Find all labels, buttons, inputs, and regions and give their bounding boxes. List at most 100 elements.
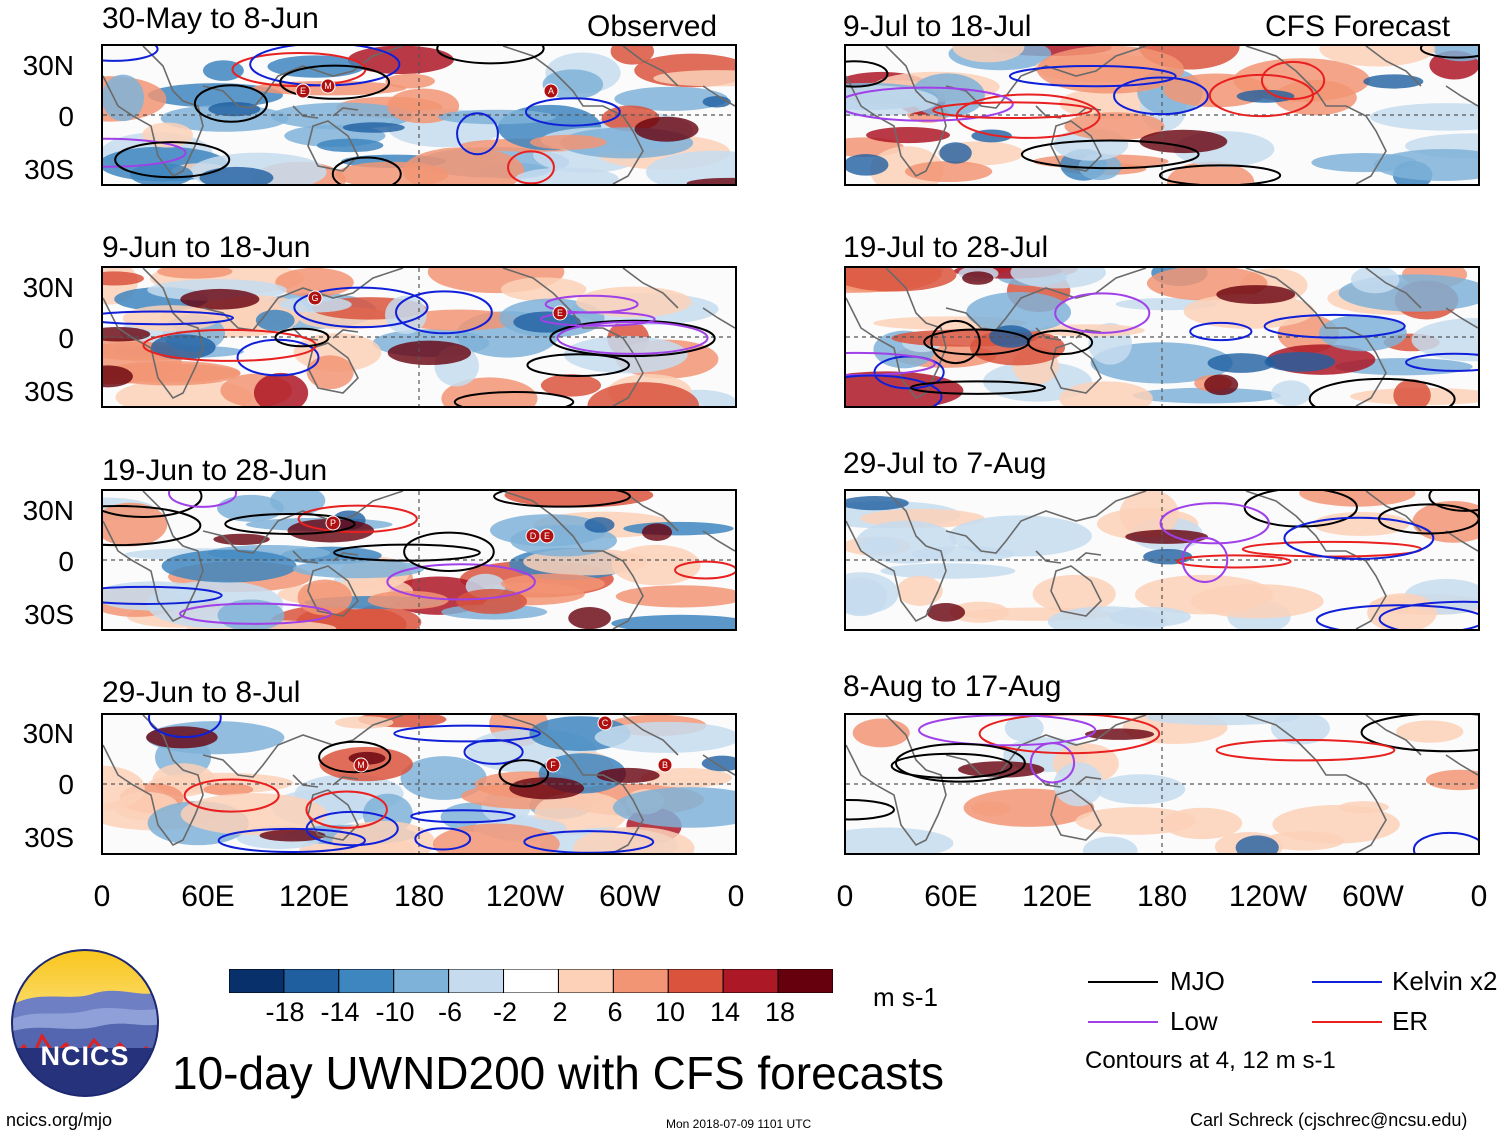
legend-label-mjo: MJO [1170, 966, 1225, 996]
coastline [202, 46, 404, 109]
anomaly-region [615, 585, 735, 608]
anomaly-region [203, 783, 254, 796]
anomaly-region [573, 826, 695, 853]
anomaly-region [846, 268, 957, 292]
wave-contour [436, 46, 545, 65]
coastline [502, 268, 644, 406]
map-canvas: P D E [103, 491, 735, 629]
tropical-cyclone-icon: D [525, 528, 541, 544]
wave-contour [526, 353, 630, 378]
wave-contour [147, 715, 222, 739]
wave-contour [918, 715, 1097, 747]
colorbar-swatch [338, 968, 395, 994]
lat-label: 0 [58, 546, 74, 577]
anomaly-core [1143, 548, 1193, 565]
colorbar-swatch [777, 968, 834, 994]
anomaly-region [1425, 769, 1478, 791]
anomaly-core [1207, 353, 1275, 373]
wave-contour [331, 156, 402, 184]
legend-label-low: Low [1170, 1006, 1218, 1036]
figure-title: 10-day UWND200 with CFS forecasts [172, 1047, 945, 1099]
anomaly-region [846, 827, 954, 853]
anomaly-core [926, 603, 966, 622]
anomaly-region [367, 590, 449, 610]
anomaly-core [509, 777, 585, 800]
anomaly-core [962, 271, 994, 285]
anomaly-region [852, 718, 910, 748]
coastline [1365, 268, 1422, 309]
lon-label: 120W [485, 880, 565, 913]
colorbar-swatch [612, 968, 669, 994]
source-url[interactable]: ncics.org/mjo [6, 1110, 113, 1130]
lon-label: 60E [924, 880, 978, 913]
coastline [1445, 85, 1478, 107]
wave-contour [395, 290, 493, 335]
lon-label: 120E [278, 880, 350, 913]
wave-contour [1412, 831, 1478, 853]
wave-contour [103, 46, 159, 62]
coastline [292, 550, 359, 564]
anomaly-region [316, 138, 384, 153]
anomaly-core [1139, 129, 1228, 154]
coastline [622, 491, 679, 532]
panel-title: 29-Jul to 7-Aug [843, 447, 1047, 480]
wave-contour [453, 391, 575, 406]
wave-contour [114, 141, 231, 179]
colorbar-swatches [228, 968, 834, 994]
lat-label: 30N [22, 272, 74, 303]
anomaly-region [1119, 491, 1179, 538]
wave-contour [1428, 491, 1478, 512]
anomaly-region [1271, 380, 1311, 406]
wave-contour [414, 827, 472, 851]
wave-contour [1263, 313, 1406, 339]
anomaly-region [148, 772, 294, 794]
anomaly-region [610, 46, 655, 65]
anomaly-region [347, 46, 454, 75]
anomaly-region [1393, 379, 1431, 406]
coastline [1245, 268, 1387, 406]
legend-swatch-low [1088, 1021, 1158, 1023]
wave-contour [1283, 516, 1435, 560]
anomaly-region [866, 126, 951, 144]
anomaly-region [1082, 836, 1138, 853]
colorbar-label: 6 [607, 997, 623, 1027]
map-panel [844, 266, 1480, 408]
panel-title: 30-May to 8-Jun [102, 2, 319, 35]
colorbar-label: -6 [437, 997, 462, 1027]
wave-contour [1215, 739, 1396, 762]
colorbar-label: -14 [320, 997, 360, 1027]
coastline [1035, 327, 1102, 341]
wave-contour [1020, 139, 1200, 170]
tropical-cyclone-icon: B [657, 757, 673, 773]
anomaly-region [612, 787, 735, 828]
wave-contour [932, 101, 1093, 120]
colorbar-label: -18 [265, 997, 305, 1027]
anomaly-region [1270, 715, 1330, 745]
anomaly-core [1236, 89, 1295, 103]
lon-label: 60W [1342, 880, 1404, 913]
coastline [502, 491, 644, 629]
anomaly-region [904, 160, 993, 183]
coastline [622, 715, 679, 756]
colorbar-label: 10 [654, 997, 686, 1027]
anomaly-region [306, 355, 354, 390]
anomaly-region [1373, 149, 1478, 181]
anomaly-region [500, 573, 605, 594]
anomaly-region [640, 768, 732, 788]
storm-letter: A [548, 86, 554, 96]
wave-contour [846, 374, 943, 406]
legend-swatch-er [1312, 1021, 1382, 1023]
coastline [702, 307, 735, 329]
wave-contour [463, 739, 524, 765]
anomaly-core [584, 517, 615, 533]
colorbar-swatch [667, 968, 724, 994]
wave-contour [279, 64, 391, 100]
coastline [846, 715, 947, 847]
tropical-cyclone-icon: G [307, 290, 323, 306]
anomaly-region [292, 559, 425, 579]
lon-label: 120W [1228, 880, 1308, 913]
map-canvas: GE [103, 268, 735, 406]
wave-contour [544, 294, 639, 314]
coastline [1050, 342, 1102, 394]
coastline [307, 342, 359, 394]
